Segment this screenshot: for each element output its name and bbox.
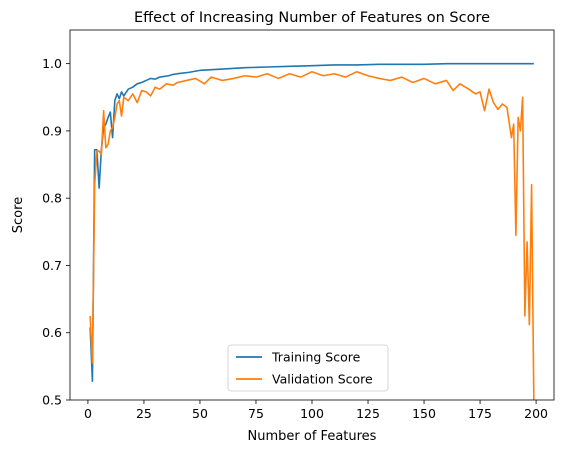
legend: Training Score Validation Score [227, 344, 389, 392]
y-tick-label-1: 0.6 [42, 325, 62, 340]
x-tick-label-5: 125 [356, 406, 380, 421]
x-tick-label-1: 25 [136, 406, 152, 421]
plot-area [70, 30, 554, 400]
series-layer [89, 62, 535, 401]
x-axis: 0 25 50 75 100 125 150 175 200 [84, 400, 548, 421]
x-tick-label-0: 0 [84, 406, 92, 421]
x-tick-label-3: 75 [248, 406, 264, 421]
x-tick-label-2: 50 [192, 406, 208, 421]
x-tick-label-8: 200 [524, 406, 548, 421]
y-tick-label-3: 0.8 [42, 191, 62, 206]
y-axis-label: Score [11, 197, 26, 233]
y-tick-label-4: 0.9 [42, 123, 62, 138]
legend-box [227, 344, 389, 392]
x-axis-label: Number of Features [248, 429, 377, 444]
x-tick-label-7: 175 [468, 406, 492, 421]
series-line-0 [89, 62, 534, 382]
x-tick-label-4: 100 [300, 406, 324, 421]
legend-label-0: Training Score [271, 350, 361, 365]
y-tick-label-5: 1.0 [42, 56, 62, 71]
series-line-1 [89, 70, 535, 401]
legend-label-1: Validation Score [272, 372, 373, 387]
y-tick-label-0: 0.5 [42, 393, 62, 408]
y-tick-label-2: 0.7 [42, 258, 62, 273]
x-tick-label-6: 150 [412, 406, 436, 421]
chart-title: Effect of Increasing Number of Features … [134, 10, 490, 26]
y-axis: 0.5 0.6 0.7 0.8 0.9 1.0 [42, 56, 70, 408]
